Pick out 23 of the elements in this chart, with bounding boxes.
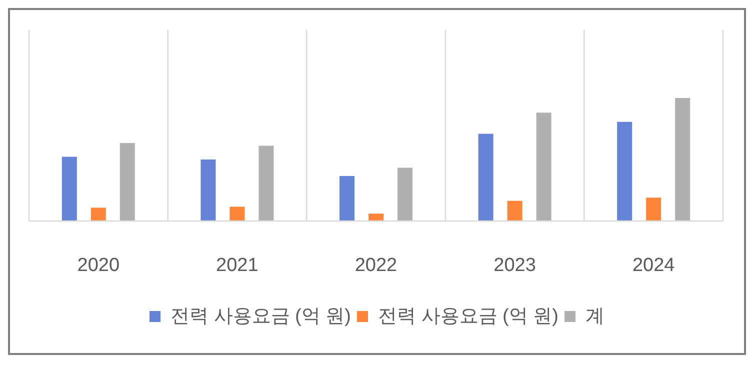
bar — [230, 206, 245, 221]
bar — [120, 143, 135, 221]
bar — [536, 112, 552, 221]
bar — [258, 146, 274, 221]
bar — [646, 198, 662, 221]
bar — [90, 208, 106, 221]
bar — [368, 214, 384, 221]
bar — [398, 168, 412, 221]
legend-label: 전력 사용요금 (억 원) — [170, 306, 351, 327]
x-tick-label: 2021 — [216, 255, 258, 276]
legend-label: 전력 사용요금 (억 원) — [378, 306, 558, 327]
x-tick-label: 2023 — [494, 255, 536, 276]
bar — [507, 200, 522, 221]
bar — [675, 98, 690, 221]
bar — [62, 156, 77, 221]
bar — [340, 176, 354, 221]
x-tick-label: 2022 — [354, 255, 398, 276]
legend-label: 계 — [586, 306, 604, 327]
bar — [200, 160, 216, 221]
bar — [478, 134, 494, 221]
x-tick-label: 2020 — [77, 255, 120, 276]
bar — [617, 122, 632, 221]
x-tick-label: 2024 — [632, 255, 676, 276]
